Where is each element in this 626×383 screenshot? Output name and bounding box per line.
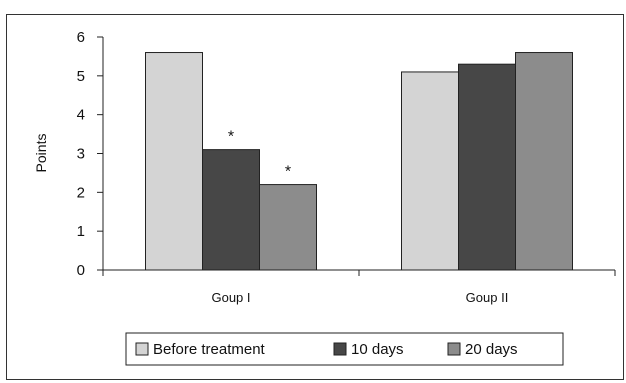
x-tick-label: Goup I bbox=[211, 290, 250, 305]
bar bbox=[515, 52, 573, 271]
y-axis-label: Points bbox=[33, 134, 49, 173]
x-tick-label: Goup II bbox=[466, 290, 509, 305]
legend-swatch bbox=[135, 342, 149, 356]
bar bbox=[458, 63, 516, 271]
legend: Before treatment 10 days 20 days bbox=[125, 332, 564, 366]
legend-label: 10 days bbox=[351, 341, 404, 358]
legend-swatch bbox=[447, 342, 461, 356]
significance-marker: * bbox=[285, 164, 291, 181]
y-tick-label: 4 bbox=[77, 107, 85, 124]
legend-swatch bbox=[333, 342, 347, 356]
labels: 0 1 2 3 4 5 6 Goup I Goup II * * bbox=[77, 29, 509, 305]
legend-label: 20 days bbox=[465, 341, 518, 358]
bar bbox=[202, 149, 260, 271]
legend-label: Before treatment bbox=[153, 341, 266, 358]
bars bbox=[145, 52, 573, 271]
y-tick-label: 6 bbox=[77, 29, 85, 46]
y-tick-label: 2 bbox=[77, 184, 85, 201]
bar bbox=[401, 71, 459, 271]
y-tick-label: 0 bbox=[77, 262, 85, 279]
bar bbox=[145, 52, 203, 271]
y-tick-label: 3 bbox=[77, 146, 85, 163]
significance-marker: * bbox=[228, 129, 234, 146]
y-tick-label: 5 bbox=[77, 68, 85, 85]
y-tick-label: 1 bbox=[77, 223, 85, 240]
bar bbox=[259, 184, 317, 271]
